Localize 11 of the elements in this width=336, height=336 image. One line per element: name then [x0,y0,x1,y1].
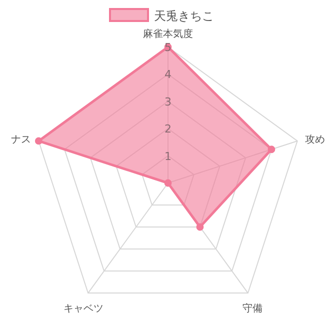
y-tick-label: 4 [164,68,172,82]
y-tick-label: 2 [164,122,172,136]
y-tick-label: 3 [164,95,172,108]
legend-label: 天兎きちこ [154,9,214,23]
y-tick-label: 1 [164,150,172,163]
spoke-label: 攻め [304,134,325,146]
spoke-label: キャベツ [63,304,104,314]
spoke-label: 守備 [242,302,263,314]
y-tick-label: 5 [164,41,172,54]
spoke-label: 麻雀本気度 [143,28,193,40]
spoke-label: ナス [11,134,32,146]
